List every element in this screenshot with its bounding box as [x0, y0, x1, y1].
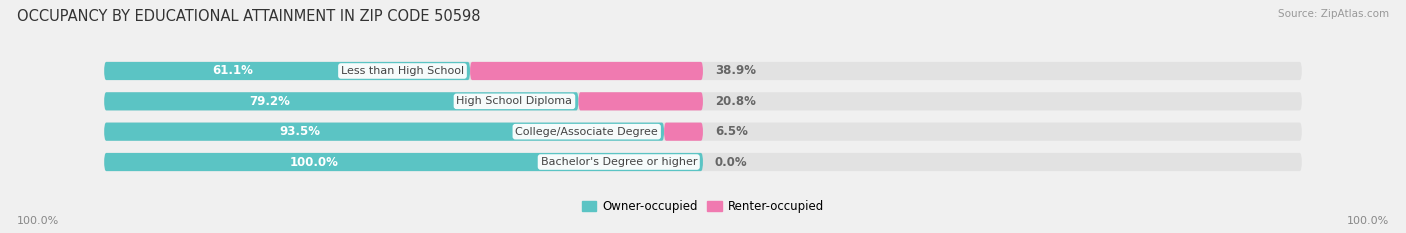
Text: 0.0%: 0.0%	[716, 155, 748, 168]
Legend: Owner-occupied, Renter-occupied: Owner-occupied, Renter-occupied	[578, 195, 828, 218]
Text: Less than High School: Less than High School	[340, 66, 464, 76]
FancyBboxPatch shape	[104, 62, 1302, 80]
Text: 79.2%: 79.2%	[250, 95, 291, 108]
Text: 100.0%: 100.0%	[17, 216, 59, 226]
Text: College/Associate Degree: College/Associate Degree	[516, 127, 658, 137]
Text: Bachelor's Degree or higher: Bachelor's Degree or higher	[540, 157, 697, 167]
FancyBboxPatch shape	[104, 123, 664, 141]
FancyBboxPatch shape	[104, 153, 1302, 171]
FancyBboxPatch shape	[470, 62, 703, 80]
Text: OCCUPANCY BY EDUCATIONAL ATTAINMENT IN ZIP CODE 50598: OCCUPANCY BY EDUCATIONAL ATTAINMENT IN Z…	[17, 9, 481, 24]
Text: 100.0%: 100.0%	[1347, 216, 1389, 226]
FancyBboxPatch shape	[664, 123, 703, 141]
Text: High School Diploma: High School Diploma	[457, 96, 572, 106]
FancyBboxPatch shape	[104, 123, 1302, 141]
FancyBboxPatch shape	[104, 153, 703, 171]
Text: 6.5%: 6.5%	[716, 125, 748, 138]
Text: 100.0%: 100.0%	[290, 155, 339, 168]
FancyBboxPatch shape	[104, 92, 578, 110]
FancyBboxPatch shape	[104, 62, 470, 80]
Text: Source: ZipAtlas.com: Source: ZipAtlas.com	[1278, 9, 1389, 19]
FancyBboxPatch shape	[578, 92, 703, 110]
FancyBboxPatch shape	[104, 92, 1302, 110]
Text: 61.1%: 61.1%	[212, 65, 253, 78]
Text: 20.8%: 20.8%	[716, 95, 756, 108]
Text: 38.9%: 38.9%	[716, 65, 756, 78]
Text: 93.5%: 93.5%	[280, 125, 321, 138]
